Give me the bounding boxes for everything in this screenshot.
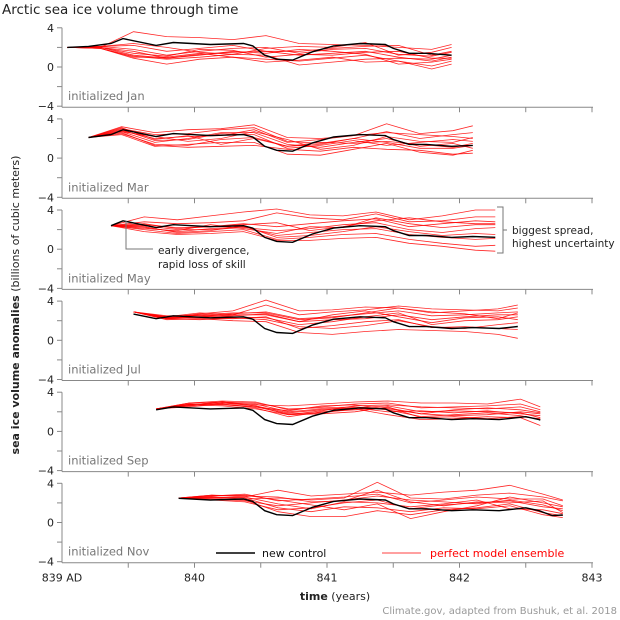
control-line bbox=[133, 313, 518, 335]
ensemble-member-line bbox=[88, 129, 473, 143]
ensemble-member-line bbox=[110, 217, 496, 232]
y-tick-label: 0 bbox=[47, 152, 54, 165]
control-line bbox=[155, 406, 541, 426]
ensemble-member-line bbox=[88, 132, 473, 155]
ensemble-member-line bbox=[88, 131, 473, 149]
y-tick-label: 0 bbox=[47, 425, 54, 438]
x-tick-label: 842 bbox=[449, 572, 470, 585]
annotation-spread-line2: highest uncertainty bbox=[512, 238, 615, 250]
legend-control-label: new control bbox=[262, 547, 326, 560]
y-tick-label: −4 bbox=[38, 191, 54, 204]
ensemble-member-line bbox=[88, 134, 473, 156]
y-tick-label: −4 bbox=[38, 556, 54, 569]
ensemble-member-line bbox=[67, 45, 452, 57]
ensemble-member-line bbox=[88, 127, 473, 149]
ensemble-member-line bbox=[88, 127, 473, 144]
ensemble-member-line bbox=[133, 310, 518, 320]
x-tick-label: 841 bbox=[317, 572, 338, 585]
legend: new control perfect model ensemble bbox=[216, 547, 565, 560]
y-tick-label: 0 bbox=[47, 334, 54, 347]
panel-jul: 4 0 −4 initialized Jul bbox=[38, 295, 593, 387]
x-axis-title-rest: (years) bbox=[328, 590, 370, 603]
y-tick-label: −4 bbox=[38, 374, 54, 387]
ensemble-member-line bbox=[133, 311, 518, 339]
credit: Climate.gov, adapted from Bushuk, et al.… bbox=[382, 606, 617, 617]
x-tick-label: 839 AD bbox=[42, 572, 83, 585]
y-axis-title: sea ice volume anomalies (billions of cu… bbox=[9, 156, 22, 455]
panel-label: initialized Jan bbox=[68, 89, 145, 103]
ensemble-member-line bbox=[110, 208, 496, 227]
y-tick-label: 0 bbox=[47, 61, 54, 74]
ensemble-member-line bbox=[178, 493, 563, 507]
y-tick-label: −4 bbox=[38, 100, 54, 113]
ensemble-member-line bbox=[156, 404, 541, 416]
panel-label: initialized Jul bbox=[68, 363, 141, 377]
control-line bbox=[110, 220, 496, 244]
panel-mar: 4 0 −4 initialized Mar bbox=[38, 113, 593, 204]
annotation-early-line2: rapid loss of skill bbox=[158, 259, 246, 271]
ensemble-member-line bbox=[88, 123, 473, 139]
y-tick-label: −4 bbox=[38, 465, 54, 478]
ensemble-member-line bbox=[178, 489, 564, 514]
y-tick-label: 4 bbox=[47, 386, 54, 399]
ensemble-member-line bbox=[178, 495, 563, 512]
ensemble-member-line bbox=[67, 47, 452, 65]
panel-may: 4 0 −4 initialized May bbox=[38, 204, 593, 295]
panels: 4 0 −4 initialized Jan 4 0 −4 initialized Mar 4 0… bbox=[38, 22, 603, 585]
ensemble-member-line bbox=[67, 47, 452, 70]
ensemble-member-line bbox=[178, 496, 563, 518]
panel-sep: 4 0 −4 initialized Sep bbox=[38, 386, 593, 478]
y-tick-label: 4 bbox=[47, 204, 54, 217]
control-line bbox=[67, 37, 452, 61]
ensemble-member-line bbox=[133, 299, 518, 319]
ensemble-member-line bbox=[156, 403, 541, 415]
ensemble-member-line bbox=[67, 31, 452, 50]
panel-label: initialized Mar bbox=[68, 180, 149, 194]
y-axis-title-rest: (billions of cubic meters) bbox=[9, 156, 22, 296]
y-tick-label: 4 bbox=[47, 22, 54, 35]
y-tick-label: 0 bbox=[47, 243, 54, 256]
chart-title: Arctic sea ice volume through time bbox=[2, 2, 238, 18]
ensemble-member-line bbox=[133, 307, 518, 321]
ensemble-member-line bbox=[156, 400, 541, 411]
panel-label: initialized May bbox=[68, 271, 151, 285]
y-axis-title-bold: sea ice volume anomalies bbox=[9, 295, 22, 455]
x-axis-title: time (years) bbox=[300, 590, 370, 603]
panel-label: initialized Sep bbox=[68, 454, 149, 468]
ensemble-member-line bbox=[110, 212, 496, 227]
ensemble-member-line bbox=[110, 225, 496, 252]
y-tick-label: −4 bbox=[38, 282, 54, 295]
x-tick-label: 843 bbox=[582, 572, 603, 585]
x-axis-title-bold: time bbox=[300, 590, 328, 603]
ensemble-member-line bbox=[178, 494, 563, 520]
annotation-spread-bracket bbox=[497, 206, 507, 254]
ensemble-member-line bbox=[178, 496, 563, 515]
panel-jan: 4 0 −4 initialized Jan bbox=[38, 22, 593, 113]
x-tick-label: 840 bbox=[184, 572, 205, 585]
annotation-spread: biggest spread, highest uncertainty bbox=[497, 206, 615, 254]
y-tick-label: 0 bbox=[47, 517, 54, 530]
ensemble-member-line bbox=[88, 129, 473, 149]
ensemble-member-line bbox=[67, 47, 452, 59]
legend-ensemble-label: perfect model ensemble bbox=[430, 547, 565, 560]
annotation-early-line1: early divergence, bbox=[158, 245, 249, 257]
panel-label: initialized Nov bbox=[68, 545, 150, 559]
y-tick-label: 4 bbox=[47, 113, 54, 126]
y-tick-label: 4 bbox=[47, 477, 54, 490]
annotation-early: early divergence, rapid loss of skill bbox=[125, 221, 249, 271]
y-tick-label: 4 bbox=[47, 295, 54, 308]
ensemble-member-line bbox=[67, 42, 452, 56]
ensemble-member-line bbox=[67, 44, 452, 56]
panel-nov: 4 0 −4 initialized Nov bbox=[38, 477, 593, 569]
ensemble-member-line bbox=[110, 217, 496, 234]
annotation-early-leader bbox=[125, 221, 153, 250]
control-line bbox=[88, 128, 473, 152]
control-line bbox=[178, 497, 563, 517]
ensemble-member-line bbox=[111, 222, 496, 233]
ensemble-member-line bbox=[110, 218, 496, 230]
ensemble-member-line bbox=[110, 225, 496, 247]
annotation-spread-line1: biggest spread, bbox=[512, 225, 593, 237]
